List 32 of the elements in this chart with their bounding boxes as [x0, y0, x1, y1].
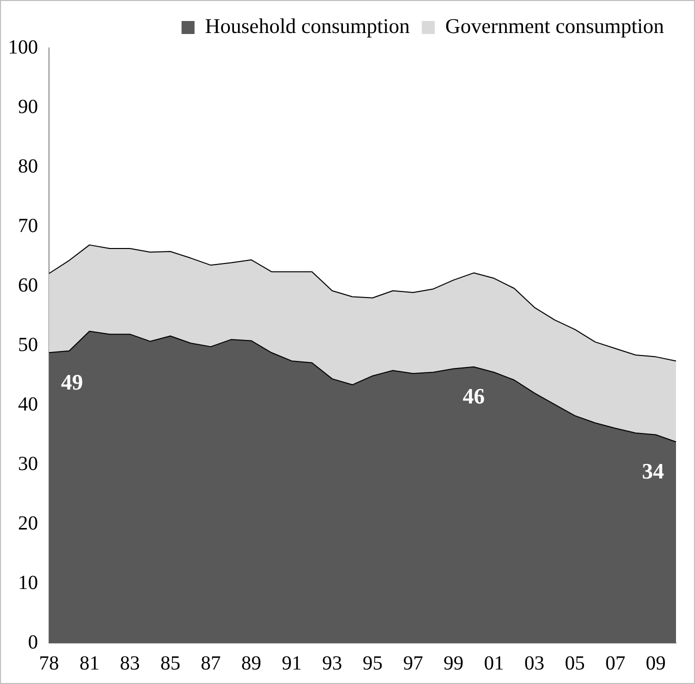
x-tick-label: 99: [444, 652, 464, 674]
y-tick-label: 10: [18, 572, 38, 594]
x-tick-label: 91: [282, 652, 302, 674]
data-label: 46: [462, 384, 485, 409]
data-label: 49: [61, 369, 83, 394]
y-tick-label: 90: [18, 96, 38, 118]
legend-label: Household consumption: [205, 14, 410, 38]
x-tick-label: 78: [39, 652, 59, 674]
x-tick-label: 97: [403, 652, 424, 674]
y-tick-label: 40: [18, 393, 38, 416]
y-tick-label: 70: [18, 214, 38, 237]
y-tick-label: 30: [18, 452, 38, 475]
x-tick-label: 01: [484, 652, 504, 674]
x-tick-label: 05: [564, 652, 585, 674]
x-tick-label: 09: [646, 652, 666, 674]
y-tick-label: 0: [28, 631, 38, 654]
x-tick-label: 07: [605, 652, 626, 674]
y-tick-label: 60: [18, 274, 38, 296]
x-tick-label: 81: [79, 652, 100, 674]
y-tick-label: 80: [18, 155, 38, 178]
x-tick-label: 85: [160, 652, 180, 674]
x-tick-label: 87: [200, 652, 221, 674]
y-tick-label: 100: [8, 36, 38, 58]
x-tick-label: 95: [362, 652, 383, 674]
data-label: 34: [642, 458, 664, 484]
legend-label: Government consumption: [445, 14, 664, 38]
y-tick-label: 20: [18, 512, 38, 534]
x-tick-label: 83: [120, 652, 140, 674]
x-tick-label: 03: [524, 652, 544, 674]
x-tick-label: 93: [322, 652, 342, 674]
y-tick-label: 50: [18, 334, 38, 356]
x-tick-label: 89: [241, 652, 262, 674]
